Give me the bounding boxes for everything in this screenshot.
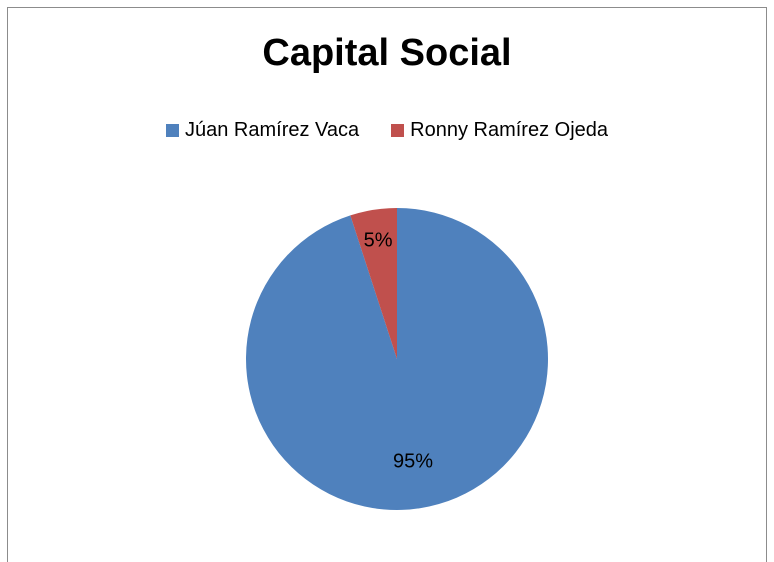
legend-label-ronny: Ronny Ramírez Ojeda	[410, 119, 609, 141]
data-label-juan: 95%	[393, 450, 433, 472]
legend-label-juan: Júan Ramírez Vaca	[184, 119, 360, 141]
chart-title: Capital Social	[262, 32, 512, 74]
legend-item-juan: Júan Ramírez Vaca	[165, 118, 360, 142]
data-label-ronny: 5%	[364, 230, 393, 252]
chart-legend: Júan Ramírez Vaca Ronny Ramírez Ojeda	[0, 118, 774, 142]
pie-slice-ronny	[350, 208, 397, 359]
pie-slice-juan	[246, 208, 549, 511]
legend-swatch-juan	[165, 123, 179, 137]
legend-swatch-ronny	[391, 123, 405, 137]
legend-item-ronny: Ronny Ramírez Ojeda	[391, 118, 608, 142]
